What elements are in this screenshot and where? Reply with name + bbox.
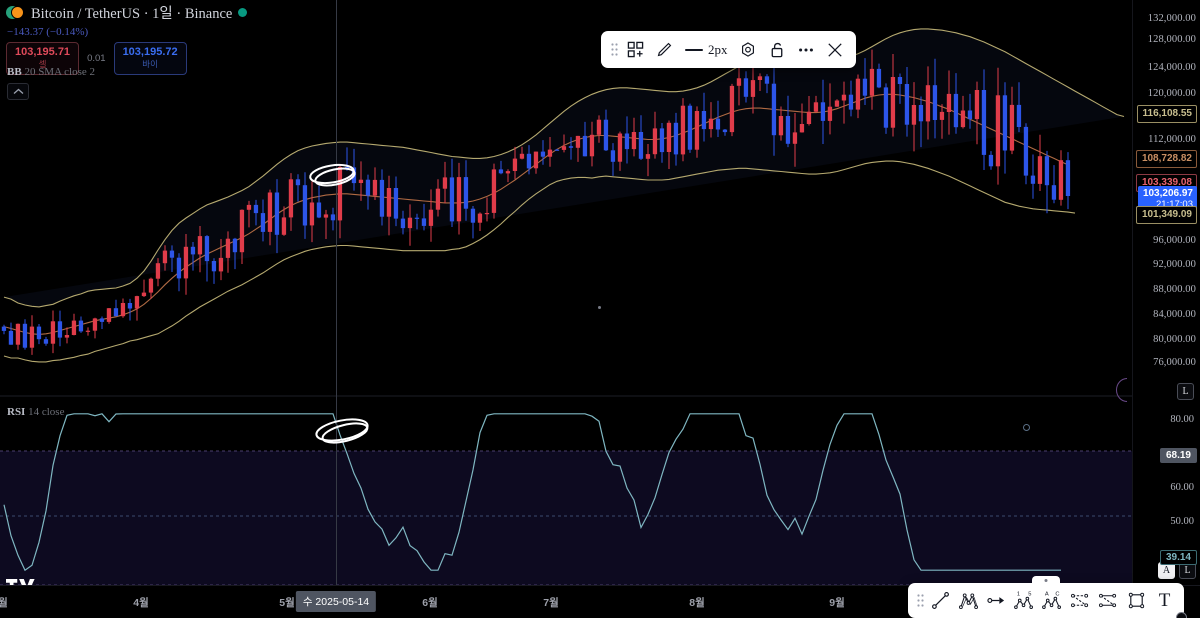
elliott-correction-wave-icon[interactable]: A C xyxy=(1039,586,1066,615)
rsi-legend-name: RSI xyxy=(7,406,26,418)
line-width-label: 2px xyxy=(708,41,728,57)
svg-text:A: A xyxy=(1045,592,1049,598)
cypher-pattern-icon[interactable] xyxy=(1095,586,1122,615)
last-price-value: 103,206.97 xyxy=(1142,188,1193,199)
line-width-control[interactable]: 2px xyxy=(680,42,733,58)
bb-basis-price-label: 108,728.82 xyxy=(1135,150,1197,168)
time-crosshair-label: 수 2025-05-14 xyxy=(295,591,377,612)
bitcoin-icon xyxy=(11,6,24,19)
price-tick: 124,000.00 xyxy=(1147,62,1196,73)
symbol-title[interactable]: Bitcoin / TetherUS · 1일 · Binance xyxy=(31,6,233,22)
rsi-tick: 80.00 xyxy=(1170,414,1194,425)
candlestick-series xyxy=(1,49,1071,355)
rsi-legend[interactable]: RSI 14 close xyxy=(7,406,64,418)
rsi-point-marker xyxy=(1023,424,1030,431)
svg-text:C: C xyxy=(1055,592,1059,598)
time-tick: 월 xyxy=(0,597,8,609)
toolbar-drag-handle[interactable] xyxy=(1032,576,1060,586)
price-tick: 76,000.00 xyxy=(1153,357,1196,368)
bb-legend-params: 20 SMA close 2 xyxy=(24,66,96,78)
price-tick: 84,000.00 xyxy=(1153,309,1196,320)
bb-lower-price-label: 101,349.09 xyxy=(1135,206,1197,224)
price-tick: 112,000.00 xyxy=(1148,134,1196,145)
price-chart-canvas[interactable] xyxy=(0,0,1200,585)
drawing-toolbar[interactable]: 2px xyxy=(601,31,856,68)
price-tick: 92,000.00 xyxy=(1153,259,1196,270)
symbol-title-row[interactable]: Bitcoin / TetherUS · 1일 · Binance xyxy=(6,2,248,23)
sell-button[interactable]: 103,195.71 셀 xyxy=(6,42,80,75)
rsi-current-label: 39.14 xyxy=(1159,550,1197,565)
rsi-panel xyxy=(0,413,1132,585)
quote-row: 103,195.71 셀 0.01 103,195.72 바이 xyxy=(6,42,247,75)
market-status-dot xyxy=(238,8,248,17)
buy-label: 바이 xyxy=(142,59,158,69)
rsi-scale[interactable]: 80.00 60.00 50.00 68.19 39.14 xyxy=(1132,398,1200,585)
symbol-header: Bitcoin / TetherUS · 1일 · Binance −143.3… xyxy=(6,2,248,75)
price-tick: 120,000.00 xyxy=(1147,88,1196,99)
svg-text:1: 1 xyxy=(1017,592,1020,598)
time-tick: 9월 xyxy=(829,597,845,609)
pencil-icon[interactable] xyxy=(651,35,678,64)
rsi-tick: 60.00 xyxy=(1170,482,1194,493)
elliott-impulse-wave-icon[interactable]: 1 5 xyxy=(1011,586,1038,615)
toolbar-resize-handle[interactable] xyxy=(1176,612,1187,618)
price-change: −143.37 (−0.14%) xyxy=(7,26,89,38)
text-tool-label: T xyxy=(1158,589,1171,611)
time-tick: 4월 xyxy=(133,597,149,609)
price-tick: 88,000.00 xyxy=(1153,284,1196,295)
bb-upper-price-label: 116,108.55 xyxy=(1136,105,1197,123)
buy-button[interactable]: 103,195.72 바이 xyxy=(113,42,187,75)
price-tick: 132,000.00 xyxy=(1147,13,1196,24)
bollinger-bands-legend[interactable]: BB 20 SMA close 2 xyxy=(7,66,95,78)
bb-legend-name: BB xyxy=(7,66,22,78)
price-scale[interactable]: 132,000.00 128,000.00 124,000.00 120,000.00… xyxy=(1132,0,1200,585)
time-tick: 8월 xyxy=(689,597,705,609)
xabcd-pattern-icon[interactable] xyxy=(1067,586,1094,615)
rsi-legend-params: 14 close xyxy=(28,406,65,418)
buy-price: 103,195.72 xyxy=(122,46,178,58)
rsi-tick: 50.00 xyxy=(1170,516,1194,527)
price-tick: 128,000.00 xyxy=(1147,34,1196,45)
crosshair-vertical-line xyxy=(336,0,337,585)
rsi-log-scale-button[interactable]: L xyxy=(1177,383,1194,400)
drag-handle-icon[interactable] xyxy=(914,590,926,612)
close-icon[interactable] xyxy=(822,35,849,64)
drag-handle-icon[interactable] xyxy=(608,39,620,61)
rsi-crosshair-label: 68.19 xyxy=(1159,448,1197,463)
pitchfork-icon[interactable] xyxy=(955,586,982,615)
rectangle-icon[interactable] xyxy=(1123,586,1150,615)
unlock-icon[interactable] xyxy=(764,35,791,64)
line-width-preview xyxy=(685,48,703,51)
time-tick: 5월 xyxy=(279,597,295,609)
trend-line-icon[interactable] xyxy=(927,586,954,615)
templates-icon[interactable] xyxy=(622,35,649,64)
svg-text:5: 5 xyxy=(1028,592,1031,598)
arrow-marker-icon[interactable] xyxy=(983,586,1010,615)
spread-value: 0.01 xyxy=(87,53,106,64)
last-price-time: 21:17:03 xyxy=(1156,198,1193,210)
collapse-legend-button[interactable] xyxy=(7,83,29,100)
more-options-icon[interactable] xyxy=(793,35,820,64)
sell-price: 103,195.71 xyxy=(15,46,71,58)
price-tick: 96,000.00 xyxy=(1153,235,1196,246)
settings-icon[interactable] xyxy=(735,35,762,64)
symbol-pair-icons xyxy=(6,5,25,20)
time-tick: 6월 xyxy=(422,597,438,609)
pattern-tools-toolbar[interactable]: 1 5 A C xyxy=(908,576,1187,618)
crosshair-point xyxy=(598,306,601,309)
price-tick: 80,000.00 xyxy=(1153,334,1196,345)
sell-label: 셀 xyxy=(38,59,47,69)
text-tool-icon[interactable]: T xyxy=(1151,586,1178,615)
time-tick: 7월 xyxy=(543,597,559,609)
chevron-up-icon xyxy=(13,88,23,94)
